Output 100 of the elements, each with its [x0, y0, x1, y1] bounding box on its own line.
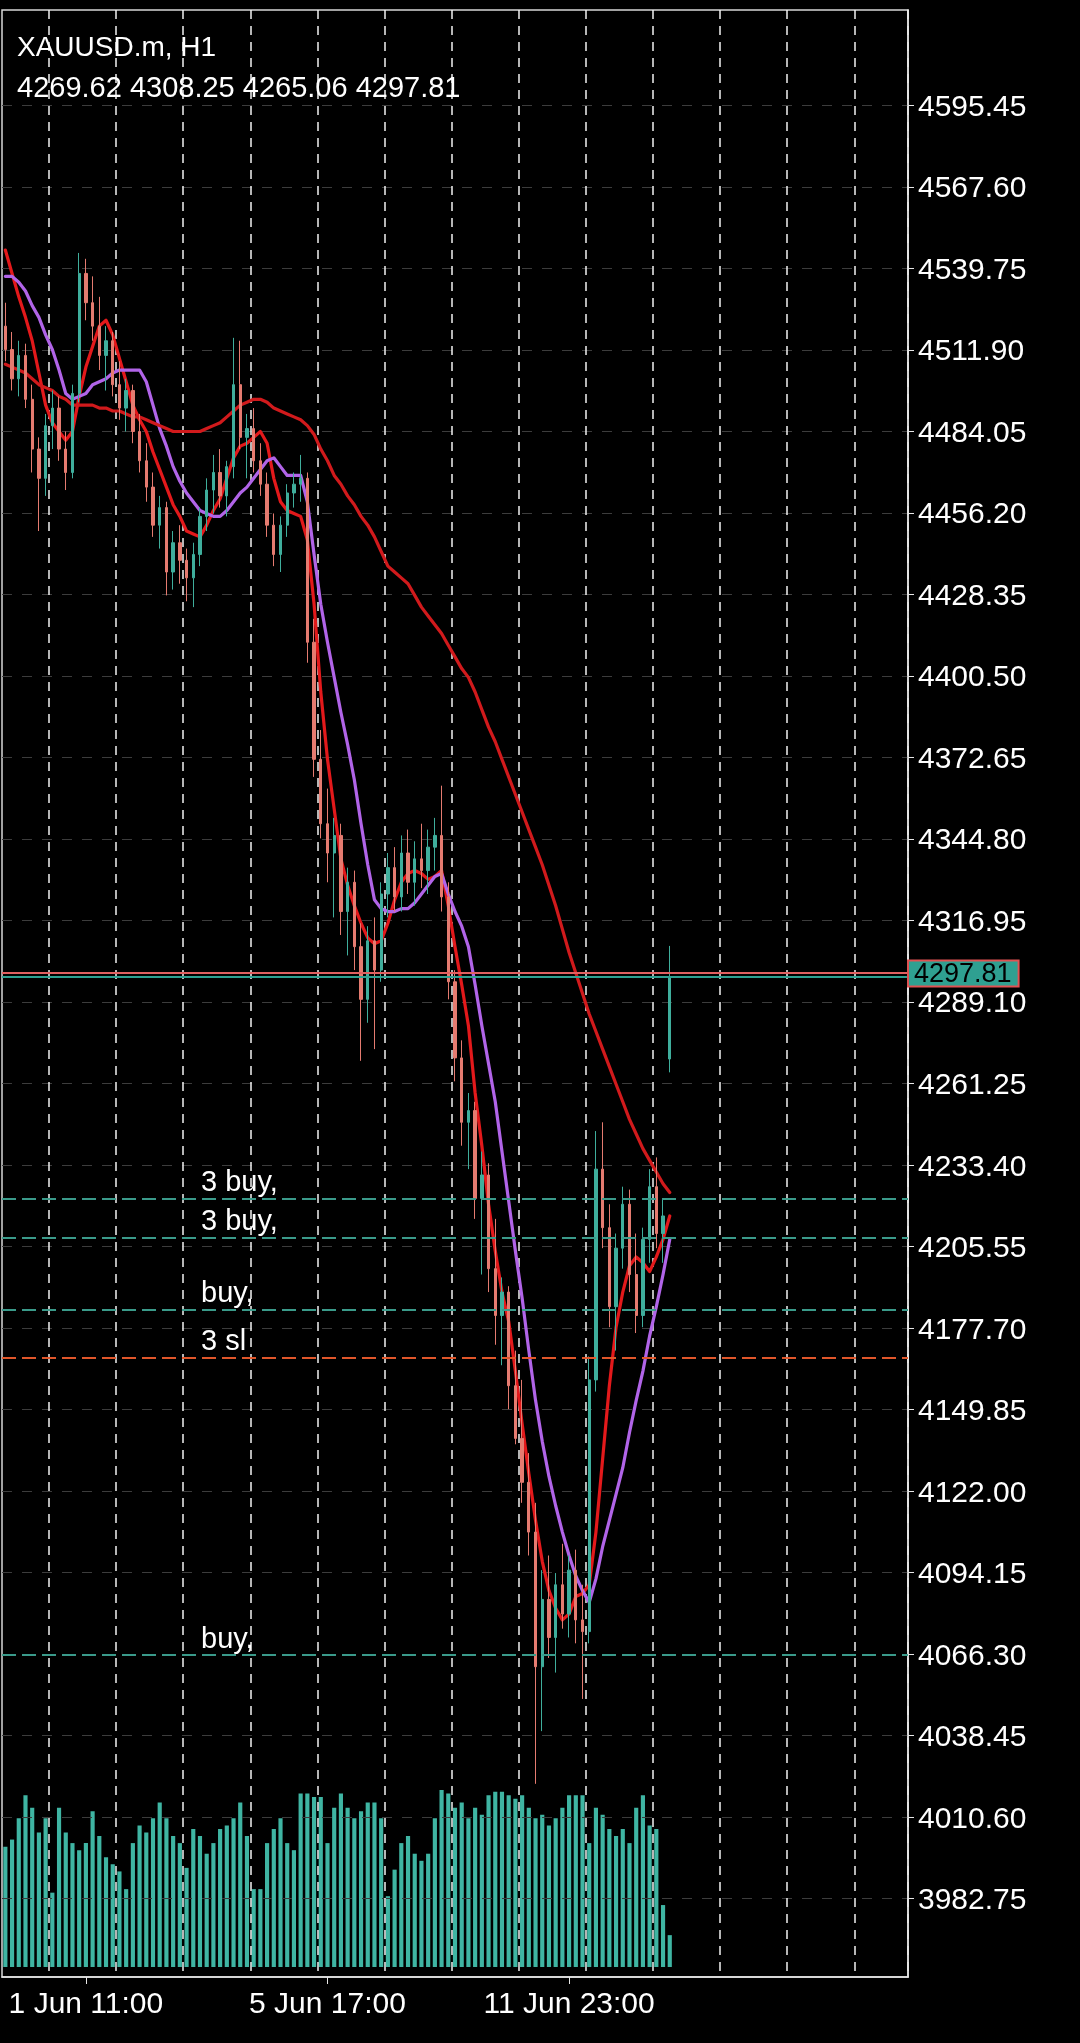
bar [197, 1836, 203, 1967]
candlestick [514, 1350, 517, 1445]
bar [560, 1807, 565, 1967]
bar [587, 1843, 592, 1967]
bar [103, 1857, 109, 1967]
candlestick [131, 384, 135, 444]
x-tick-label: 1 Jun 11:00 [8, 1985, 164, 2019]
candlestick [98, 296, 101, 371]
ref-line-label: buy, [201, 1621, 254, 1654]
bar [607, 1828, 612, 1967]
bar [405, 1836, 411, 1967]
candlestick [567, 1555, 571, 1638]
bar [16, 1818, 21, 1967]
candlestick [24, 343, 27, 409]
bar [459, 1802, 464, 1967]
candlestick [326, 788, 329, 883]
candlestick [561, 1543, 564, 1630]
bar [627, 1843, 632, 1967]
y-tick-label: 4372.65 [918, 740, 1027, 774]
candlestick [37, 436, 41, 532]
candlestick [279, 515, 282, 573]
candlestick [386, 852, 390, 918]
candlestick [31, 384, 34, 473]
bar [318, 1797, 323, 1967]
bar [211, 1843, 216, 1967]
candlestick [252, 407, 255, 473]
candlestick [64, 431, 67, 491]
bar [77, 1850, 82, 1967]
bar [345, 1807, 350, 1967]
bar [298, 1793, 303, 1967]
bar [3, 1846, 8, 1967]
ref-line-label: 3 sl [201, 1324, 247, 1357]
bar [533, 1818, 538, 1967]
bar [204, 1853, 209, 1967]
bar [9, 1839, 15, 1967]
bar [231, 1818, 236, 1967]
candlestick [10, 331, 14, 392]
candlestick [198, 507, 202, 567]
candlestick [346, 867, 349, 956]
bar [365, 1802, 370, 1967]
bar [526, 1807, 531, 1967]
x-tick-label: 11 Jun 23:00 [483, 1985, 655, 2019]
candlestick [218, 448, 222, 509]
y-tick-label: 4205.55 [918, 1230, 1027, 1264]
bar [567, 1795, 572, 1967]
bar [97, 1836, 102, 1967]
bar [399, 1843, 404, 1967]
candlestick [84, 258, 88, 321]
candlestick [212, 454, 215, 514]
bar [171, 1836, 176, 1967]
y-tick-label: 4400.50 [918, 659, 1027, 693]
bar [593, 1807, 599, 1967]
candlestick [71, 384, 74, 479]
y-tick-label: 4094.15 [918, 1556, 1027, 1590]
candlestick [245, 413, 249, 479]
candlestick [541, 1569, 544, 1732]
bar [184, 1867, 189, 1967]
bar [553, 1818, 558, 1967]
candlestick [78, 252, 81, 403]
text: 4269.62 4308.25 4265.06 4297.81 [17, 70, 461, 103]
candlestick [628, 1189, 631, 1293]
bar [124, 1889, 129, 1967]
candlestick [406, 829, 410, 895]
candlestick [239, 340, 242, 450]
bar [218, 1828, 223, 1967]
candlestick [366, 925, 369, 1024]
bar [258, 1889, 263, 1967]
candlestick [57, 395, 61, 462]
bar [439, 1790, 444, 1967]
bar [546, 1825, 552, 1967]
candlestick [574, 1549, 577, 1644]
bar [452, 1807, 458, 1967]
bar [520, 1795, 525, 1967]
bar [513, 1798, 518, 1967]
bar [573, 1795, 578, 1967]
bar [419, 1860, 424, 1967]
candlestick [165, 501, 168, 596]
candlestick [158, 495, 161, 550]
bar [110, 1864, 115, 1967]
candlestick [661, 1197, 665, 1264]
y-tick-label: 4344.80 [918, 822, 1027, 856]
bar [660, 1905, 666, 1967]
bar [70, 1843, 75, 1967]
candlestick [601, 1121, 604, 1249]
bar [271, 1828, 276, 1967]
y-tick-label: 4261.25 [918, 1067, 1027, 1101]
bar [157, 1802, 162, 1967]
bar [224, 1825, 229, 1967]
candlestick [393, 846, 396, 913]
candlestick [178, 524, 182, 585]
bar [446, 1793, 451, 1967]
candlestick [312, 618, 316, 778]
bar [191, 1828, 196, 1967]
candlestick [635, 1233, 638, 1334]
bar [412, 1853, 417, 1967]
bar [238, 1802, 243, 1967]
candlestick [494, 1218, 497, 1346]
bar [56, 1807, 62, 1967]
candlestick [641, 1227, 645, 1328]
bar [352, 1818, 357, 1967]
